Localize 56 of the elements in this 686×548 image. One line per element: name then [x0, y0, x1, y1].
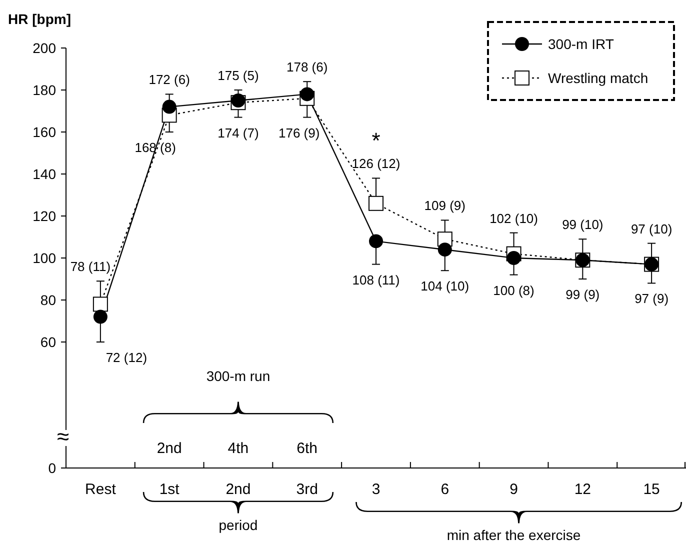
x-tick-label: 2nd [226, 481, 251, 498]
y-tick-label: 80 [40, 292, 56, 308]
point [92, 296, 108, 312]
data-label: 109 (9) [424, 198, 466, 214]
text: min after the exercise [446, 527, 581, 543]
data-label: 172 (6) [148, 72, 190, 88]
data-label: 100 (8) [493, 282, 534, 298]
y-axis-title: HR [bpm] [8, 11, 71, 27]
point [368, 196, 384, 211]
point [369, 234, 383, 248]
annotation: * [372, 128, 381, 154]
data-label: 72 (12) [106, 350, 148, 365]
point [162, 100, 176, 114]
x-tick-label: 12 [574, 481, 592, 498]
point [506, 251, 521, 265]
data-label: 99 (10) [562, 217, 604, 232]
annotation: ≈ [56, 424, 70, 449]
data-label: 78 (11) [70, 259, 111, 274]
y-tick-label: 160 [32, 124, 56, 140]
annotation: 6th [296, 440, 318, 457]
x-tick-label: 15 [643, 481, 660, 498]
y-tick-label: 60 [40, 334, 56, 350]
y-tick-label: 100 [32, 250, 56, 266]
y-tick-label: 200 [32, 40, 56, 56]
legend-label: Wrestling match [548, 70, 648, 86]
x-tick-label: 9 [510, 481, 518, 498]
point [231, 94, 246, 108]
y-tick-label: 120 [32, 208, 56, 224]
annotation: 300-m run [206, 368, 270, 384]
data-label: 104 (10) [420, 278, 470, 294]
point [438, 242, 452, 257]
data-label: 97 (9) [634, 291, 669, 306]
y-tick-label: 140 [32, 166, 56, 182]
x-tick-label: 6 [440, 481, 450, 498]
data-label: 126 (12) [352, 156, 400, 172]
data-label: 168 (8) [134, 140, 176, 155]
x-tick-label: Rest [85, 481, 117, 498]
x-tick-label: 3rd [296, 481, 318, 498]
y-tick-label: 180 [32, 82, 56, 98]
x-tick-label: 3 [372, 481, 380, 498]
y-tick-label: 0 [48, 460, 56, 476]
point [300, 87, 314, 102]
data-label: 108 (11) [352, 272, 400, 288]
text: period [218, 517, 258, 533]
annotation: 4th [228, 440, 249, 457]
point [93, 310, 108, 324]
x-tick-label: 1st [159, 481, 180, 498]
data-label: 178 (6) [286, 60, 328, 75]
data-label: 174 (7) [218, 125, 259, 140]
data-label: 102 (10) [490, 210, 538, 226]
data-label: 176 (9) [278, 125, 320, 140]
data-label: 97 (10) [630, 221, 672, 236]
data-label: 175 (5) [218, 68, 259, 83]
annotation: 2nd [156, 440, 182, 457]
data-label: 99 (9) [566, 287, 600, 302]
legend-label: 300-m IRT [548, 36, 614, 52]
